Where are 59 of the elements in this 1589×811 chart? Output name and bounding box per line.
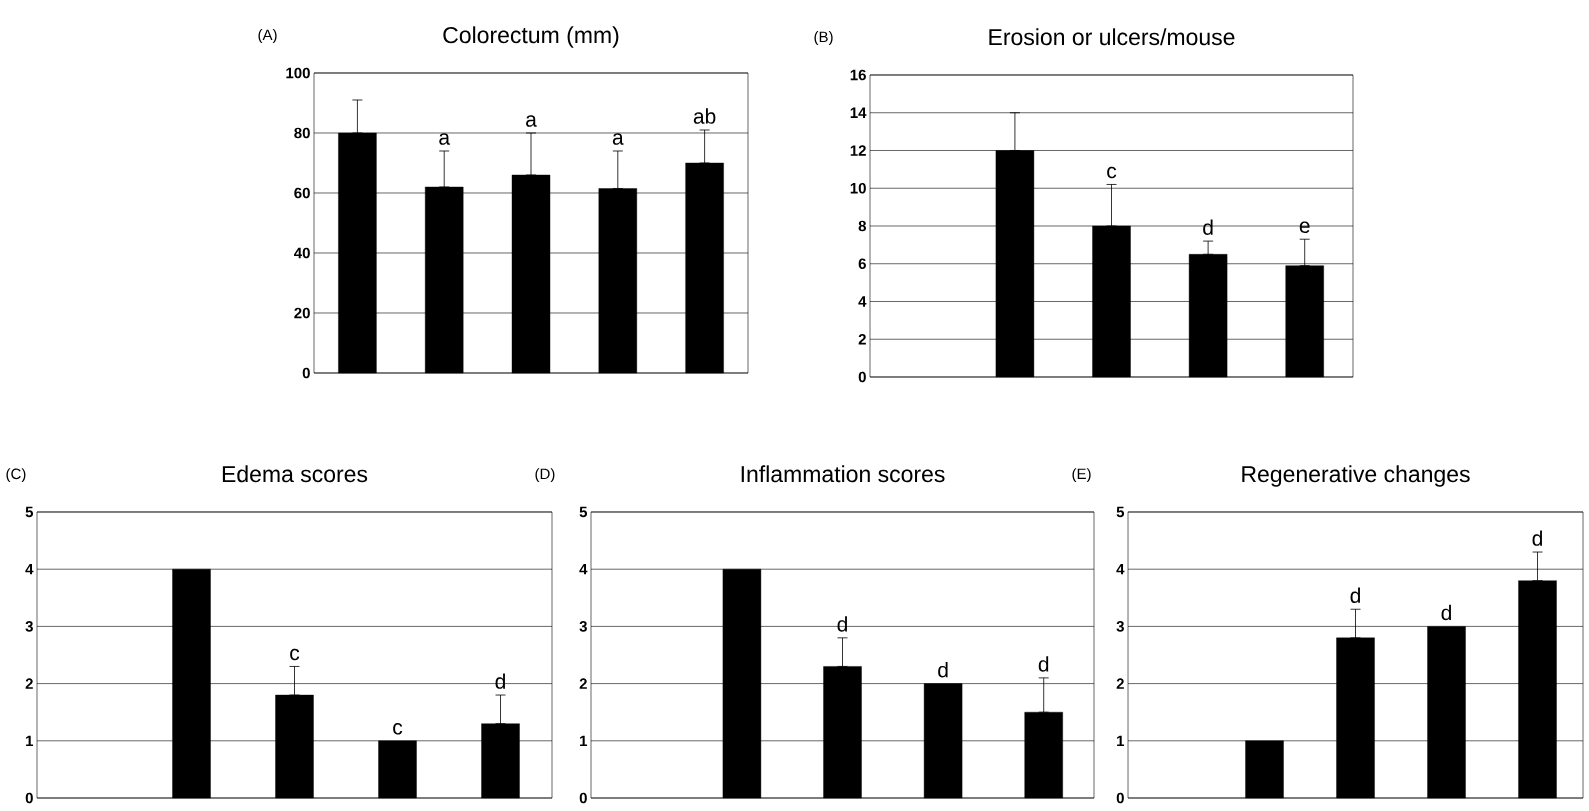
y-tick-label: 14 xyxy=(850,107,867,118)
y-tick-label: 8 xyxy=(858,220,867,232)
y-tick-label: 40 xyxy=(294,247,310,259)
y-tick-label: 5 xyxy=(579,506,588,518)
data-label: d xyxy=(1441,604,1451,621)
data-label: e xyxy=(1299,221,1310,233)
y-tick-label: 0 xyxy=(1116,792,1124,804)
data-label: c xyxy=(393,723,403,735)
text: (E) xyxy=(1072,468,1091,483)
data-label: c xyxy=(290,648,300,661)
text: (C) xyxy=(6,468,26,483)
y-tick-label: 0 xyxy=(579,792,587,804)
text: (A) xyxy=(258,29,277,44)
y-tick-label: 12 xyxy=(850,145,866,156)
y-tick-label: 0 xyxy=(302,367,310,379)
y-tick-label: 1 xyxy=(26,735,34,746)
data-label: d xyxy=(1038,656,1049,672)
data-label: a xyxy=(612,133,624,145)
y-tick-label: 10 xyxy=(850,182,866,194)
data-label: d xyxy=(837,616,847,632)
y-tick-label: 5 xyxy=(25,506,34,518)
y-tick-label: 1 xyxy=(580,735,588,746)
y-tick-label: 3 xyxy=(579,621,587,632)
y-tick-label: 2 xyxy=(579,678,587,689)
data-label: ab xyxy=(693,108,716,124)
data-label: d xyxy=(1203,219,1213,235)
data-label: a xyxy=(526,115,537,127)
chart-title: Erosion or ulcers/mouse xyxy=(989,28,1235,46)
y-tick-label: 5 xyxy=(1116,506,1125,518)
y-tick-label: 2 xyxy=(858,334,866,345)
y-tick-label: 60 xyxy=(294,187,310,199)
y-tick-label: 20 xyxy=(294,307,310,319)
y-tick-label: 2 xyxy=(1116,678,1124,689)
data-label: a xyxy=(439,133,451,145)
text: (B) xyxy=(814,31,833,46)
y-tick-label: 3 xyxy=(1116,621,1124,632)
y-tick-label: 4 xyxy=(858,296,867,307)
y-tick-label: 0 xyxy=(858,371,866,383)
y-tick-label: 16 xyxy=(850,69,866,81)
data-label: c xyxy=(1107,166,1117,179)
y-tick-label: 6 xyxy=(858,258,866,270)
chart-title: Regenerative changes xyxy=(1242,465,1470,487)
chart-title: Colorectum (mm) xyxy=(443,26,619,48)
data-label: d xyxy=(495,673,505,689)
y-tick-label: 2 xyxy=(25,678,33,689)
data-label: d xyxy=(938,661,948,678)
y-tick-label: 0 xyxy=(25,792,33,804)
data-label: d xyxy=(1350,587,1360,604)
y-tick-label: 80 xyxy=(294,127,310,139)
data-label: d xyxy=(1532,530,1542,546)
chart-title: Inflammation scores xyxy=(741,465,945,483)
y-tick-label: 100 xyxy=(286,67,310,79)
text: (D) xyxy=(535,468,555,483)
y-tick-label: 3 xyxy=(25,621,33,632)
y-tick-label: 4 xyxy=(25,564,34,575)
y-tick-label: 1 xyxy=(1117,735,1125,746)
y-tick-label: 4 xyxy=(579,564,588,575)
y-tick-label: 4 xyxy=(1116,564,1125,575)
chart-title: Edema scores xyxy=(222,465,368,483)
